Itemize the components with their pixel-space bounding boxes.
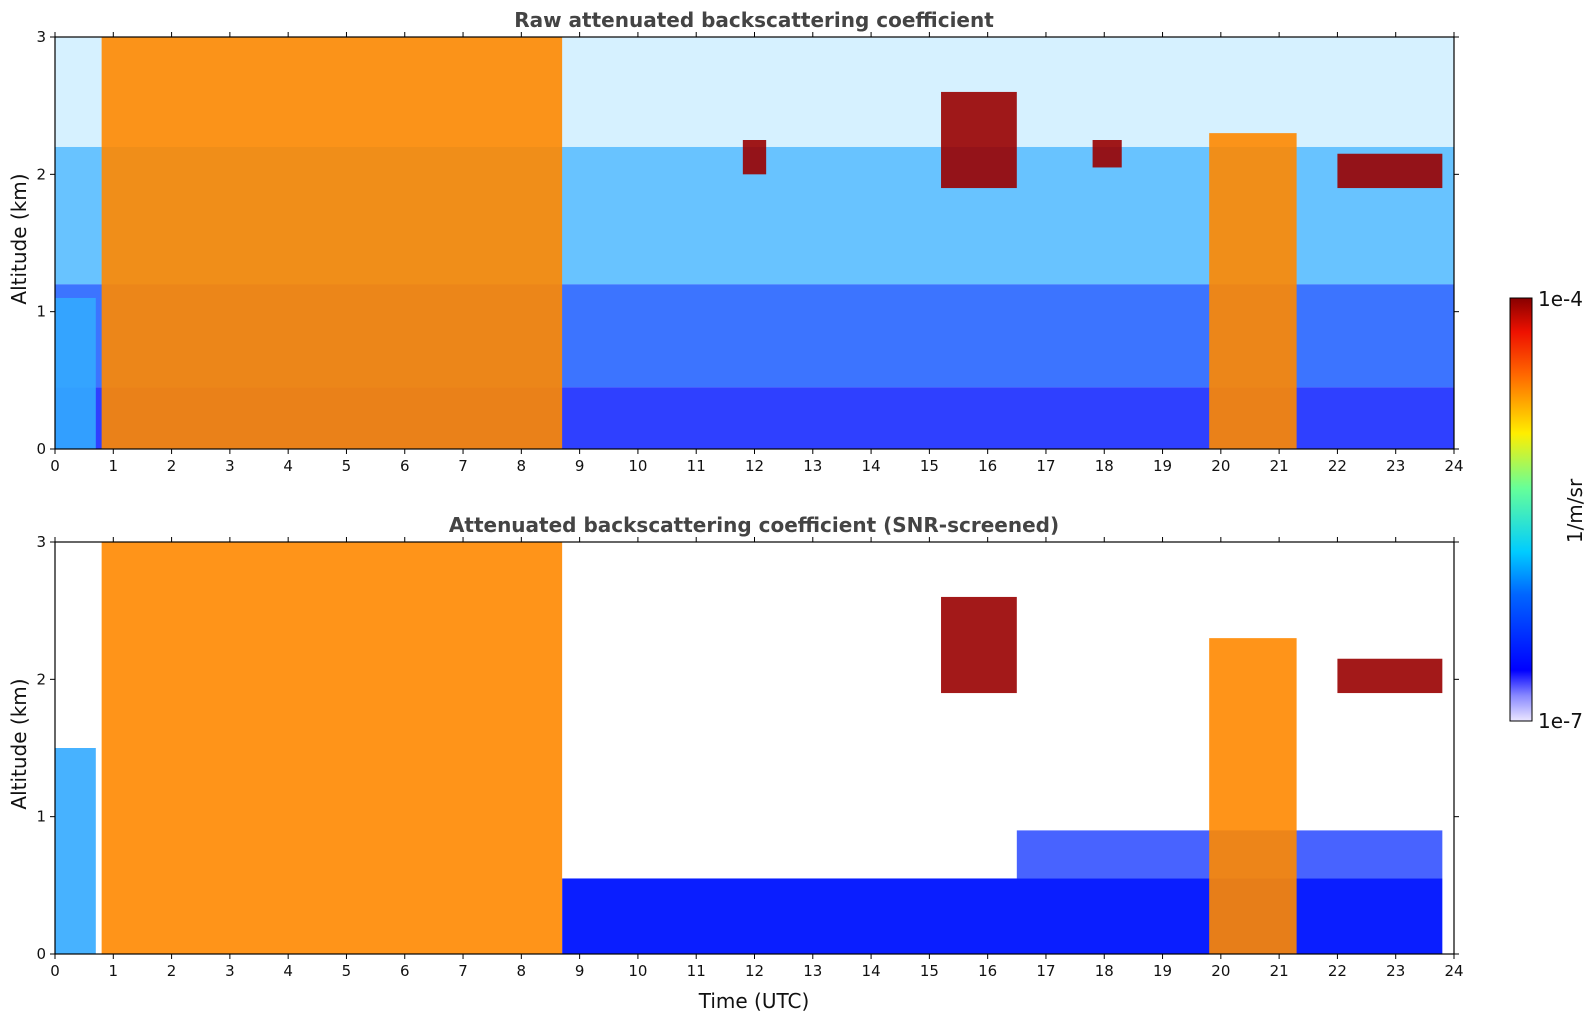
x-tick-label: 2: [167, 457, 177, 475]
colorbar-min-label: 1e-7: [1538, 709, 1583, 733]
raw-panel-title: Raw attenuated backscattering coefficien…: [514, 8, 994, 32]
screened-panel-y-ticks: 0 1 2 3: [36, 533, 1459, 963]
cloud-layer: [941, 91, 1017, 189]
x-tick-label: 9: [575, 962, 585, 980]
y-tick-label: 0: [36, 440, 46, 458]
x-tick-label: 12: [745, 962, 764, 980]
x-tick-label: 9: [575, 457, 585, 475]
x-tick-label: 1: [109, 457, 119, 475]
x-tick-label: 24: [1444, 962, 1463, 980]
x-tick-label: 3: [225, 962, 235, 980]
colorbar: 1e-4 1e-7 1/m/sr: [1509, 287, 1587, 733]
screened-panel-y-axis-label: Altitude (km): [7, 678, 31, 809]
y-tick-label: 0: [36, 945, 46, 963]
x-tick-label: 23: [1386, 457, 1405, 475]
x-tick-label: 14: [862, 962, 881, 980]
raw-panel-x-ticks: 0 1 2 3 4 5 6 7 8 9 10 11 12 13 14 15 16 17 18 19 20 21 22 23 24: [50, 32, 1464, 475]
cloud-layer: [742, 140, 767, 175]
raw-backscatter-panel: Raw attenuated backscattering coefficien…: [7, 8, 1464, 475]
screened-backscatter-panel: Attenuated backscattering coefficient (S…: [7, 513, 1464, 1013]
x-tick-label: 13: [803, 457, 822, 475]
x-tick-label: 5: [342, 457, 352, 475]
boundary-layer-band: [562, 878, 1443, 954]
x-tick-label: 15: [920, 457, 939, 475]
x-tick-label: 22: [1328, 962, 1347, 980]
x-tick-label: 23: [1386, 962, 1405, 980]
screened-panel-title: Attenuated backscattering coefficient (S…: [449, 513, 1059, 537]
raw-panel-heatmap: [55, 37, 1454, 449]
x-tick-label: 8: [517, 457, 527, 475]
x-tick-label: 13: [803, 962, 822, 980]
x-tick-label: 5: [342, 962, 352, 980]
x-tick-label: 6: [400, 457, 410, 475]
y-tick-label: 3: [36, 533, 46, 551]
x-tick-label: 18: [1095, 457, 1114, 475]
x-tick-label: 7: [458, 457, 468, 475]
y-tick-label: 2: [36, 670, 46, 688]
y-tick-label: 1: [36, 808, 46, 826]
time-axis-label: Time (UTC): [698, 989, 810, 1013]
colorbar-max-label: 1e-4: [1538, 287, 1583, 311]
x-tick-label: 10: [628, 962, 647, 980]
x-tick-label: 3: [225, 457, 235, 475]
x-tick-label: 16: [978, 962, 997, 980]
x-tick-label: 18: [1095, 962, 1114, 980]
x-tick-label: 4: [283, 457, 293, 475]
cloud-layer: [1209, 638, 1297, 954]
cloud-layer: [55, 748, 96, 954]
x-tick-label: 21: [1270, 962, 1289, 980]
raw-panel-y-axis-label: Altitude (km): [7, 173, 31, 304]
x-tick-label: 21: [1270, 457, 1289, 475]
x-tick-label: 20: [1211, 962, 1230, 980]
x-tick-label: 22: [1328, 457, 1347, 475]
x-tick-label: 4: [283, 962, 293, 980]
cloud-layer: [55, 297, 96, 449]
cloud-layer: [101, 542, 563, 954]
screened-panel-heatmap: [55, 542, 1443, 954]
x-tick-label: 2: [167, 962, 177, 980]
cloud-layer: [941, 596, 1017, 694]
x-tick-label: 19: [1153, 962, 1172, 980]
x-tick-label: 11: [687, 457, 706, 475]
x-tick-label: 12: [745, 457, 764, 475]
cloud-layer: [1092, 140, 1122, 168]
x-tick-label: 6: [400, 962, 410, 980]
x-tick-label: 8: [517, 962, 527, 980]
x-tick-label: 15: [920, 962, 939, 980]
screened-panel-x-ticks: 0 1 2 3 4 5 6 7 8 9 10 11 12 13 14 15 16 17 18 19 20 21 22 23 24: [50, 537, 1464, 980]
x-tick-label: 17: [1036, 457, 1055, 475]
cloud-layer: [1337, 153, 1443, 189]
x-tick-label: 7: [458, 962, 468, 980]
colorbar-gradient: [1509, 297, 1533, 722]
x-tick-label: 17: [1036, 962, 1055, 980]
raw-panel-y-ticks: 0 1 2 3: [36, 28, 1459, 458]
cloud-layer: [1209, 133, 1297, 449]
x-tick-label: 10: [628, 457, 647, 475]
x-tick-label: 0: [50, 962, 60, 980]
y-tick-label: 1: [36, 303, 46, 321]
x-tick-label: 16: [978, 457, 997, 475]
x-tick-label: 24: [1444, 457, 1463, 475]
x-tick-label: 11: [687, 962, 706, 980]
x-tick-label: 14: [862, 457, 881, 475]
y-tick-label: 3: [36, 28, 46, 46]
cloud-layer: [101, 37, 563, 449]
y-tick-label: 2: [36, 165, 46, 183]
x-tick-label: 0: [50, 457, 60, 475]
cloud-layer: [1337, 658, 1443, 694]
x-tick-label: 19: [1153, 457, 1172, 475]
x-tick-label: 20: [1211, 457, 1230, 475]
x-tick-label: 1: [109, 962, 119, 980]
colorbar-unit-label: 1/m/sr: [1563, 478, 1587, 543]
